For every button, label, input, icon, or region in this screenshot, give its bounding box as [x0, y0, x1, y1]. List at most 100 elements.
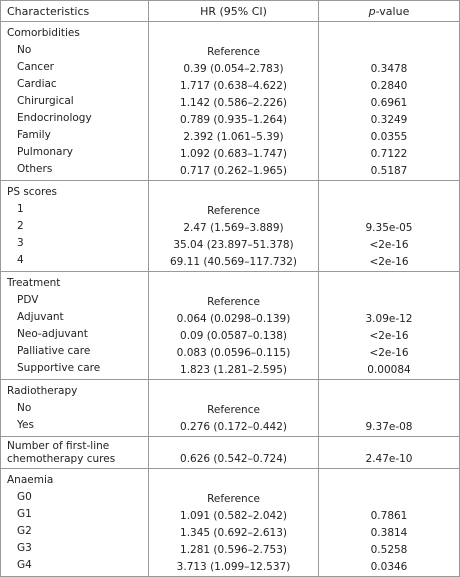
p-cell: 3.09e-12	[318, 309, 460, 326]
hr-cell	[148, 271, 319, 292]
row-label: 1	[0, 201, 149, 218]
row-label: Palliative care	[0, 343, 149, 360]
section-title-row: Anaemia	[0, 468, 460, 489]
section-title-row: Treatment	[0, 271, 460, 292]
p-cell: 0.5258	[318, 540, 460, 557]
p-cell: 0.2840	[318, 76, 460, 93]
data-row: 1 Reference	[0, 201, 460, 218]
section-title: Number of first-line chemotherapy cures	[0, 436, 149, 469]
data-row: Palliative care 0.083 (0.0596–0.115) <2e-1…	[0, 343, 460, 360]
hr-cell: 0.09 (0.0587–0.138)	[148, 326, 319, 343]
hr-cell: 0.39 (0.054–2.783)	[148, 59, 319, 76]
p-cell: 0.0346	[318, 557, 460, 577]
section-title: Radiotherapy	[0, 379, 149, 400]
data-row: 4 69.11 (40.569–117.732) <2e-16	[0, 252, 460, 272]
p-cell: 2.47e-10	[318, 436, 460, 469]
p-cell: 9.35e-05	[318, 218, 460, 235]
data-row: Endocrinology 0.789 (0.935–1.264) 0.3249	[0, 110, 460, 127]
p-cell	[318, 489, 460, 506]
section-title: Comorbidities	[0, 21, 149, 42]
data-row: 2 2.47 (1.569–3.889) 9.35e-05	[0, 218, 460, 235]
data-row: No Reference	[0, 400, 460, 417]
p-cell: <2e-16	[318, 326, 460, 343]
p-cell	[318, 292, 460, 309]
row-label: G2	[0, 523, 149, 540]
row-label: Pulmonary	[0, 144, 149, 161]
section-title-row: Comorbidities	[0, 21, 460, 42]
hr-cell: 0.789 (0.935–1.264)	[148, 110, 319, 127]
header-p-value: p-value	[318, 0, 460, 22]
hr-cell	[148, 180, 319, 201]
section-title: PS scores	[0, 180, 149, 201]
p-cell	[318, 271, 460, 292]
hr-cell: 2.392 (1.061–5.39)	[148, 127, 319, 144]
data-row: 3 35.04 (23.897–51.378) <2e-16	[0, 235, 460, 252]
hr-cell: 0.717 (0.262–1.965)	[148, 161, 319, 181]
row-label: Supportive care	[0, 360, 149, 380]
section-title: Treatment	[0, 271, 149, 292]
row-label: Cardiac	[0, 76, 149, 93]
data-row: G2 1.345 (0.692–2.613) 0.3814	[0, 523, 460, 540]
data-row: Chirurgical 1.142 (0.586–2.226) 0.6961	[0, 93, 460, 110]
data-row: Neo-adjuvant 0.09 (0.0587–0.138) <2e-16	[0, 326, 460, 343]
section-title-row: PS scores	[0, 180, 460, 201]
hr-cell	[148, 21, 319, 42]
hr-cell: Reference	[148, 292, 319, 309]
row-label: PDV	[0, 292, 149, 309]
p-cell: 0.00084	[318, 360, 460, 380]
hr-cell: 1.281 (0.596–2.753)	[148, 540, 319, 557]
data-row: Supportive care 1.823 (1.281–2.595) 0.0008…	[0, 360, 460, 380]
hr-cell: 1.091 (0.582–2.042)	[148, 506, 319, 523]
data-row: Adjuvant 0.064 (0.0298–0.139) 3.09e-12	[0, 309, 460, 326]
data-row: G1 1.091 (0.582–2.042) 0.7861	[0, 506, 460, 523]
hr-cell: Reference	[148, 201, 319, 218]
row-label: Chirurgical	[0, 93, 149, 110]
row-label: 4	[0, 252, 149, 272]
p-cell: 0.5187	[318, 161, 460, 181]
row-label: G4	[0, 557, 149, 577]
hr-cell: 0.626 (0.542–0.724)	[148, 436, 319, 469]
section: Radiotherapy No Reference Yes 0.276 (0.172–0…	[0, 379, 460, 437]
p-cell: 0.6961	[318, 93, 460, 110]
hr-cell: 0.064 (0.0298–0.139)	[148, 309, 319, 326]
section: Comorbidities No Reference Cancer 0.39 (0.05…	[0, 21, 460, 181]
hr-cell: 1.823 (1.281–2.595)	[148, 360, 319, 380]
row-label: Adjuvant	[0, 309, 149, 326]
data-row: Family 2.392 (1.061–5.39) 0.0355	[0, 127, 460, 144]
section: Anaemia G0 Reference G1 1.091 (0.582–2.042) 0…	[0, 468, 460, 577]
section-title-row: Radiotherapy	[0, 379, 460, 400]
row-label: Others	[0, 161, 149, 181]
row-label: 2	[0, 218, 149, 235]
row-label: No	[0, 400, 149, 417]
hr-cell: 1.142 (0.586–2.226)	[148, 93, 319, 110]
data-row: Others 0.717 (0.262–1.965) 0.5187	[0, 161, 460, 181]
p-cell: <2e-16	[318, 252, 460, 272]
hr-cell: 0.276 (0.172–0.442)	[148, 417, 319, 437]
p-cell	[318, 42, 460, 59]
row-label: Yes	[0, 417, 149, 437]
p-cell: 0.0355	[318, 127, 460, 144]
hr-cell: 1.345 (0.692–2.613)	[148, 523, 319, 540]
row-label: G1	[0, 506, 149, 523]
data-row: Cardiac 1.717 (0.638–4.622) 0.2840	[0, 76, 460, 93]
hr-cell: Reference	[148, 489, 319, 506]
data-row: PDV Reference	[0, 292, 460, 309]
hr-cell: 69.11 (40.569–117.732)	[148, 252, 319, 272]
header-hr: HR (95% CI)	[148, 0, 319, 22]
row-label: Family	[0, 127, 149, 144]
header-characteristics: Characteristics	[0, 0, 149, 22]
section: Treatment PDV Reference Adjuvant 0.064 (0.02…	[0, 271, 460, 380]
row-label: 3	[0, 235, 149, 252]
row-label: Endocrinology	[0, 110, 149, 127]
p-cell	[318, 201, 460, 218]
table-header: Characteristics HR (95% CI) p-value	[0, 0, 460, 22]
data-row: G4 3.713 (1.099–12.537) 0.0346	[0, 557, 460, 577]
hr-cell: Reference	[148, 42, 319, 59]
row-label: Cancer	[0, 59, 149, 76]
section-title-row: Number of first-line chemotherapy cures 0…	[0, 436, 460, 469]
row-label: G0	[0, 489, 149, 506]
p-cell: <2e-16	[318, 343, 460, 360]
p-cell	[318, 379, 460, 400]
